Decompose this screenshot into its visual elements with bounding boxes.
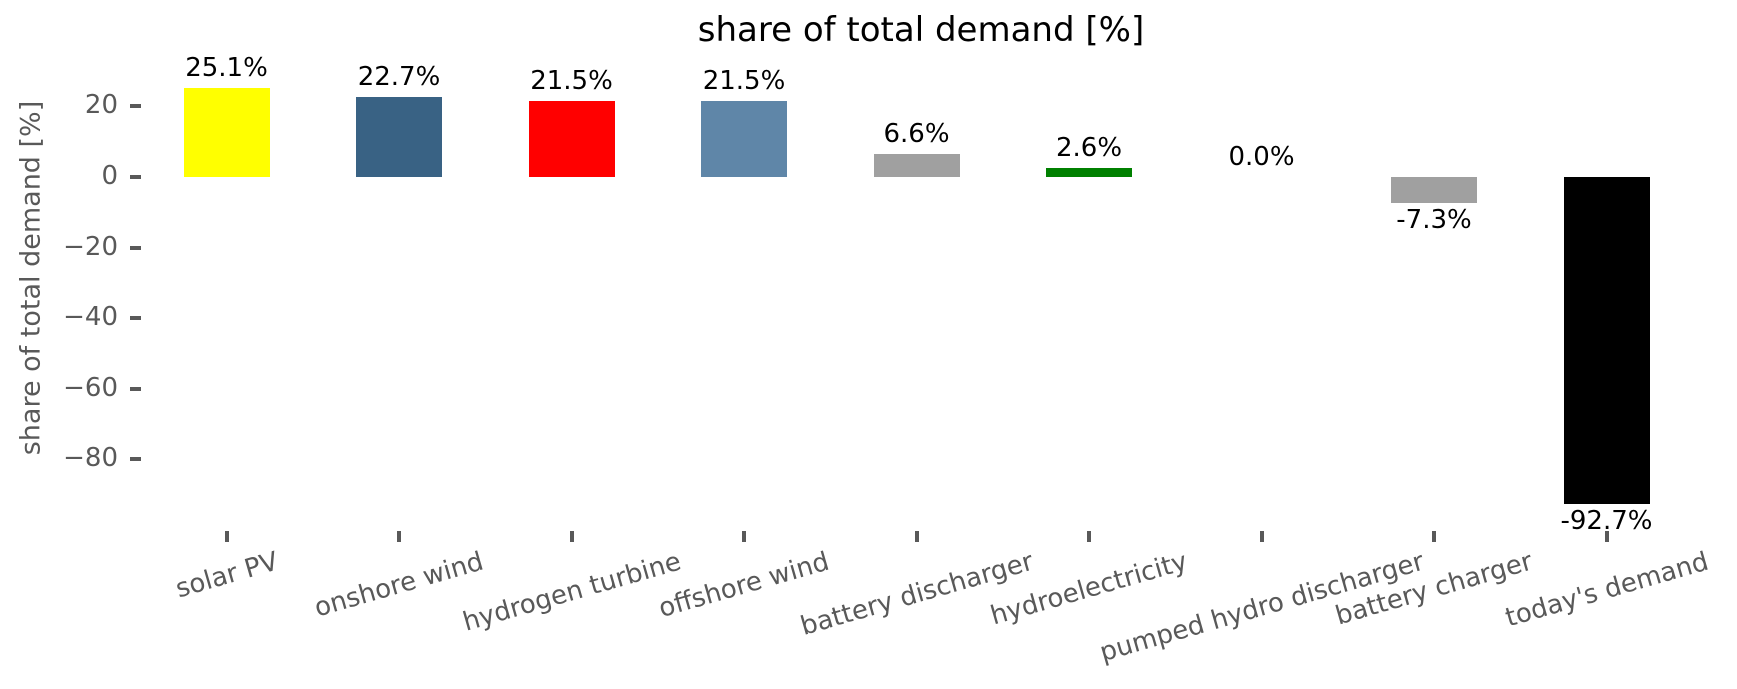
y-tick-label: −60 <box>63 372 118 403</box>
x-tick-label-today-s-demand: today's demand <box>1501 546 1712 634</box>
value-label-hydroelectricity: 2.6% <box>1055 132 1123 163</box>
y-tick-label: 0 <box>101 160 118 191</box>
value-label-pumped-hydro-discharger: 0.0% <box>1228 142 1295 172</box>
value-label-onshore-wind: 22.7% <box>357 61 441 92</box>
x-tick-mark <box>397 531 401 542</box>
x-tick-mark <box>914 531 919 542</box>
y-tick-mark <box>130 245 141 250</box>
bar-hydrogen-turbine <box>528 101 615 177</box>
bar-battery-charger <box>1391 177 1477 203</box>
bar-battery-discharger <box>873 153 960 177</box>
y-tick-mark <box>130 104 141 109</box>
chart-title: share of total demand [%] <box>697 10 1145 50</box>
x-tick-mark <box>1087 531 1091 542</box>
bar-solar-pv <box>183 88 270 177</box>
y-tick-label: −20 <box>63 231 118 262</box>
y-tick-mark <box>130 175 141 179</box>
x-tick-mark <box>742 531 746 542</box>
bar-today-s-demand <box>1563 177 1650 505</box>
value-label-offshore-wind: 21.5% <box>702 66 786 97</box>
x-tick-mark <box>1432 531 1436 542</box>
y-tick-label: −80 <box>63 443 118 474</box>
x-tick-mark <box>1259 531 1264 542</box>
bar-onshore-wind <box>356 96 442 177</box>
value-label-hydrogen-turbine: 21.5% <box>530 66 613 97</box>
x-tick-mark <box>569 531 574 542</box>
y-tick-mark <box>130 457 141 462</box>
value-label-battery-charger: -7.3% <box>1396 204 1472 235</box>
x-tick-label-hydrogen-turbine: hydrogen turbine <box>459 546 684 638</box>
y-tick-mark <box>130 386 141 391</box>
bar-hydroelectricity <box>1046 167 1132 177</box>
x-tick-mark <box>1604 531 1609 542</box>
value-label-battery-discharger: 6.6% <box>883 118 950 149</box>
x-tick-mark <box>224 531 229 542</box>
value-label-solar-pv: 25.1% <box>185 53 268 84</box>
bar-offshore-wind <box>701 101 787 177</box>
y-tick-mark <box>130 316 141 321</box>
y-tick-label: −40 <box>63 301 118 332</box>
x-tick-label-solar-pv: solar PV <box>171 546 282 605</box>
y-tick-label: 20 <box>84 90 118 121</box>
